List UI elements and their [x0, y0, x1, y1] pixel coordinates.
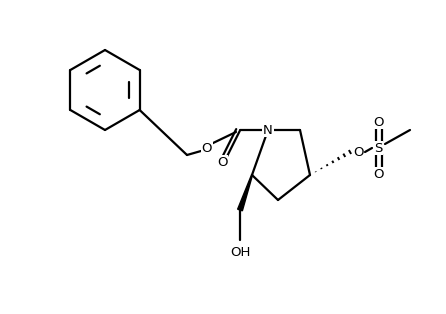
Text: O: O — [217, 155, 227, 169]
Text: O: O — [202, 142, 212, 154]
Text: N: N — [263, 123, 273, 137]
Text: S: S — [374, 142, 382, 154]
Polygon shape — [238, 175, 252, 211]
Text: O: O — [374, 116, 384, 128]
Text: OH: OH — [230, 246, 250, 258]
Text: O: O — [374, 167, 384, 181]
Text: O: O — [353, 145, 363, 159]
